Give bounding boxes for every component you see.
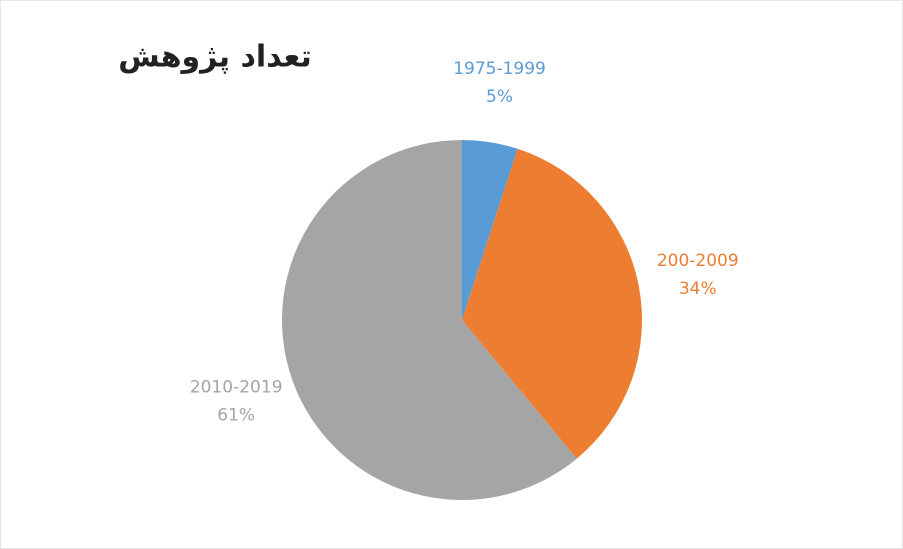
slice-value-label: 34% [679,279,717,299]
slice-value-label: 5% [486,87,513,107]
slice-category-label: 2010-2019 [190,377,283,397]
slice-category-label: 1975-1999 [453,59,546,79]
slice-category-label: 200-2009 [657,251,739,271]
chart: تعداد پژوهش 1975-1999 5% 200-2009 34% 2010-2… [0,0,903,549]
pie [282,140,642,500]
chart-title: تعداد پژوهش [118,40,311,75]
slice-value-label: 61% [217,405,255,425]
